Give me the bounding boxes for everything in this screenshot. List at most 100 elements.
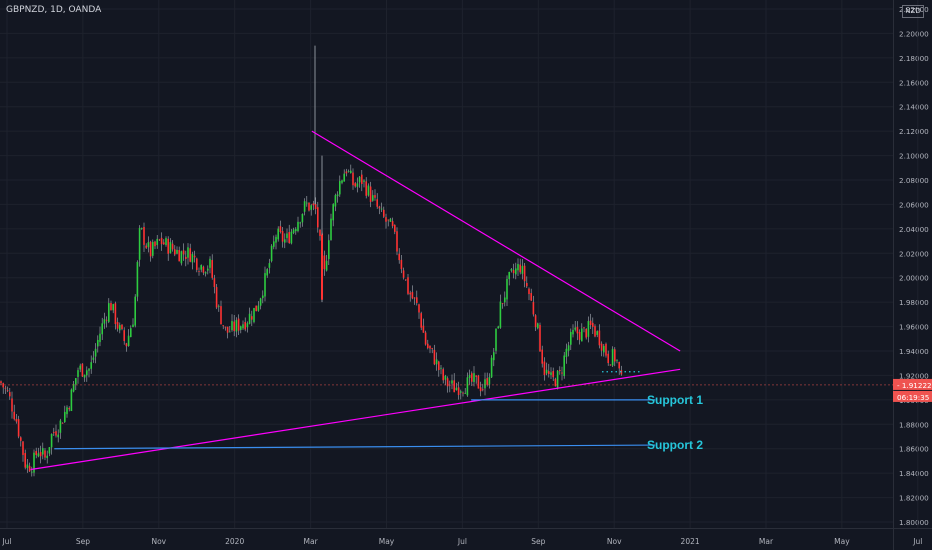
candle-body [378,206,381,209]
candle-body [554,379,557,387]
price-tick-label: 1.80000 [899,518,929,527]
candle-body [224,326,227,328]
candle-body [398,253,400,261]
candle-body [86,370,88,376]
candle-body [136,261,139,297]
price-tick-label: 2.08000 [899,176,929,185]
last-price-badge[interactable] [893,378,932,390]
candle-body [163,242,165,245]
candle-body [50,433,53,448]
candle-body [468,374,471,378]
candle-body [57,434,59,438]
candle-body [270,245,273,262]
candle-body [211,260,213,278]
candle-body [369,186,372,202]
candle-body [605,343,607,356]
candle-body [44,450,46,458]
candle-body [600,343,603,351]
candle-body [92,357,95,360]
candle-body [418,304,420,313]
candle-body [422,325,425,333]
candle-body [288,232,290,244]
candle-body [37,453,40,457]
candle-body [101,323,103,335]
time-tick-label: Sep [531,537,545,546]
candle-body [343,173,345,182]
candle-body [26,464,29,469]
candle-body [105,319,108,321]
candle-body [70,389,73,412]
candle-body [138,227,141,260]
candle-body [112,304,114,311]
candle-body [119,325,121,331]
candle-body [323,255,326,270]
candle-body [354,183,356,187]
price-tick-label: 1.94000 [899,347,929,356]
time-tick-label: Nov [151,537,166,546]
candle-body [499,301,502,328]
candle-body [484,379,486,389]
candle-body [35,451,37,456]
candle-body [169,242,172,254]
candle-body [396,231,398,252]
candle-body [171,243,174,250]
candle-body [367,185,370,196]
candle-body [24,453,26,468]
candle-body [121,324,123,329]
candle-body [424,332,427,345]
candle-body [464,393,466,394]
candle-body [174,249,176,255]
candle-body [154,241,156,247]
candle-body [220,306,222,325]
candle-body [501,302,504,304]
candle-body [290,231,293,244]
candle-body [519,264,521,273]
candle-body [33,452,35,473]
candle-body [589,320,592,326]
candle-body [570,332,572,345]
candle-body [358,176,361,183]
candle-body [572,329,574,335]
candle-body [187,247,189,258]
candle-body [110,302,112,311]
candle-body [145,245,147,248]
candle-body [191,253,194,263]
candle-body [218,305,220,307]
trendline[interactable] [311,130,681,352]
currency-badge[interactable]: NZD [902,5,924,18]
time-tick-label: 2020 [225,537,244,546]
candle-body [257,305,260,311]
candle-body [521,265,524,274]
candle-body [11,398,13,412]
candle-body [303,201,306,212]
candle-body [409,292,411,295]
candle-body [576,326,579,334]
candle-body [583,327,585,329]
candle-body [563,355,565,377]
candle-body [251,316,253,320]
candle-body [341,180,343,183]
candle-body [242,324,244,329]
trendline[interactable] [30,368,681,471]
candle-body [66,407,68,415]
candle-body [413,297,416,299]
trendline[interactable] [54,444,656,450]
price-axis[interactable] [893,0,932,550]
candle-body [295,229,297,232]
candle-body [429,345,431,349]
price-tick-label: 2.20000 [899,29,929,38]
candle-body [31,471,33,473]
candle-body [523,265,526,282]
candle-body [253,308,255,323]
candle-body [614,349,616,362]
candle-body [512,270,515,274]
candle-body [356,183,359,187]
candle-body [361,174,363,184]
candle-body [550,372,552,375]
price-tick-label: 2.22000 [899,5,929,14]
candle-body [64,411,66,422]
candle-body [394,224,396,232]
candle-body [193,255,196,258]
candle-body [598,330,601,346]
